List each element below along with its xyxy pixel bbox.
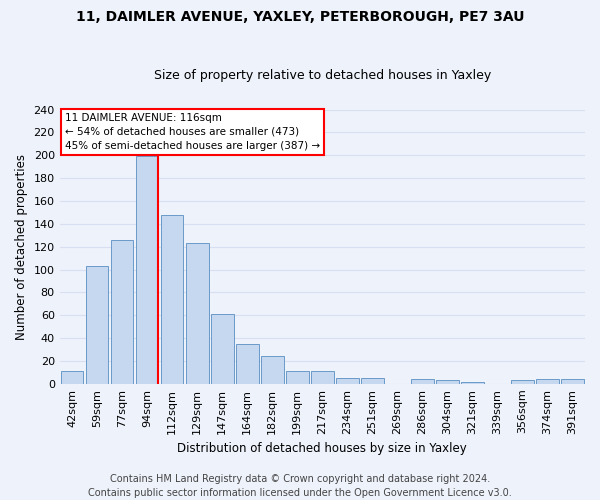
Y-axis label: Number of detached properties: Number of detached properties (15, 154, 28, 340)
Bar (61, 371, 83, 384)
Bar (211, 314, 233, 384)
Bar (511, 380, 534, 384)
Bar (361, 378, 383, 384)
Bar (161, 214, 184, 384)
Bar (311, 371, 334, 384)
Bar (286, 371, 308, 384)
Text: Contains HM Land Registry data © Crown copyright and database right 2024.
Contai: Contains HM Land Registry data © Crown c… (88, 474, 512, 498)
Bar (236, 344, 259, 384)
Bar (86, 266, 109, 384)
Text: 11 DAIMLER AVENUE: 116sqm
← 54% of detached houses are smaller (473)
45% of semi: 11 DAIMLER AVENUE: 116sqm ← 54% of detac… (65, 113, 320, 151)
Bar (411, 379, 434, 384)
Bar (336, 378, 359, 384)
Bar (461, 382, 484, 384)
Bar (111, 240, 133, 384)
Bar (261, 356, 284, 384)
Text: 11, DAIMLER AVENUE, YAXLEY, PETERBOROUGH, PE7 3AU: 11, DAIMLER AVENUE, YAXLEY, PETERBOROUGH… (76, 10, 524, 24)
Bar (186, 244, 209, 384)
Bar (136, 156, 158, 384)
Bar (536, 379, 559, 384)
Bar (436, 380, 458, 384)
Bar (561, 379, 584, 384)
Title: Size of property relative to detached houses in Yaxley: Size of property relative to detached ho… (154, 69, 491, 82)
X-axis label: Distribution of detached houses by size in Yaxley: Distribution of detached houses by size … (178, 442, 467, 455)
